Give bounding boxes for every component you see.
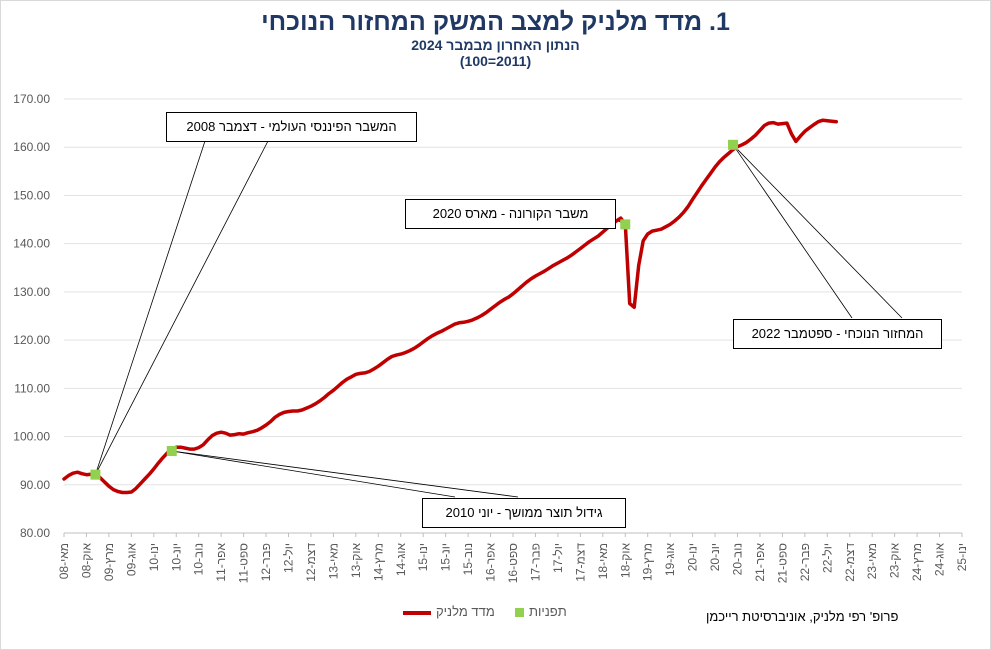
x-tick-label: אפר-16: [484, 543, 498, 582]
leader-line: [732, 144, 853, 319]
x-tick-label: מרץ-24: [910, 543, 924, 581]
chart-subtitle: הנתון האחרון מבמבר 2024: [411, 37, 580, 53]
y-tick-label: 100.00: [13, 430, 50, 444]
x-tick-label: מאי-13: [326, 543, 340, 579]
x-tick-label: אוג-24: [933, 543, 947, 577]
x-tick-label: ינו-20: [686, 543, 700, 571]
x-tick-label: מאי-18: [596, 543, 610, 579]
x-tick-label: יונ-15: [439, 543, 453, 571]
y-tick-label: 90.00: [20, 478, 50, 492]
annotation-growth: גידול תוצר ממושך - יוני 2010: [422, 498, 626, 528]
x-tick-label: אוק-23: [888, 543, 902, 579]
x-tick-label: מאי-23: [865, 543, 879, 579]
x-tick-label: ספט-16: [506, 543, 520, 583]
y-tick-label: 160.00: [13, 140, 50, 154]
chart-subtitle-base: (100=2011): [459, 53, 532, 69]
x-tick-label: אוק-18: [618, 543, 632, 579]
x-tick-label: יונ-20: [708, 543, 722, 571]
x-tick-label: ספט-11: [237, 543, 251, 583]
x-tick-label: ינו-15: [416, 543, 430, 571]
x-tick-label: פבר-17: [528, 543, 542, 581]
turning-point-marker: [90, 469, 101, 480]
x-tick-label: אוג-19: [663, 543, 677, 577]
x-tick-label: פבר-22: [798, 543, 812, 581]
author-credit: פרופ' רפי מלניק, אוניברסיטת רייכמן: [706, 609, 899, 624]
x-tick-label: אוק-08: [79, 543, 93, 579]
x-tick-label: מרץ-14: [371, 543, 385, 581]
x-tick-label: ספט-21: [775, 543, 789, 583]
turning-point-marker: [728, 139, 739, 150]
leader-line: [171, 450, 456, 498]
leader-line: [171, 450, 519, 498]
x-tick-label: ינו-25: [955, 543, 969, 571]
x-tick-label: נוב-20: [731, 543, 745, 575]
x-tick-label: יול-12: [282, 543, 296, 573]
x-tick-label: נוב-10: [192, 543, 206, 575]
legend-swatch-turning-points: [515, 608, 524, 617]
x-tick-label: מרץ-09: [102, 543, 116, 581]
y-tick-label: 130.00: [13, 285, 50, 299]
x-tick-label: מאי-08: [57, 543, 71, 579]
turning-point-marker: [620, 219, 631, 230]
annotation-current-cycle: המחזור הנוכחי - ספטמבר 2022: [733, 319, 942, 349]
leader-line: [732, 144, 903, 319]
y-tick-label: 110.00: [14, 381, 50, 395]
x-tick-label: אפר-21: [753, 543, 767, 582]
leader-line: [95, 140, 269, 475]
x-tick-label: יול-17: [551, 543, 565, 573]
y-tick-label: 120.00: [13, 333, 50, 347]
x-tick-label: דצמ-22: [843, 543, 857, 582]
chart-title: 1. מדד מלניק למצב המשק המחזור הנוכחי: [261, 8, 730, 36]
turning-point-marker: [166, 446, 177, 457]
x-tick-label: יול-22: [820, 543, 834, 573]
y-tick-label: 80.00: [20, 526, 50, 540]
x-tick-label: אפר-11: [214, 543, 228, 582]
y-tick-label: 170.00: [13, 92, 50, 106]
x-tick-label: אוק-13: [349, 543, 363, 579]
x-tick-label: דצמ-17: [573, 543, 587, 582]
x-tick-label: נוב-15: [461, 543, 475, 575]
y-tick-label: 140.00: [13, 237, 50, 251]
legend-swatch-index: [403, 611, 431, 615]
legend-label-turning-points: תפניות: [529, 604, 567, 619]
series-line-index: [62, 118, 839, 495]
x-tick-label: אוג-09: [124, 543, 138, 577]
x-tick-label: אוג-14: [394, 543, 408, 577]
annotation-corona: משבר הקורונה - מארס 2020: [405, 199, 616, 229]
x-tick-label: פבר-12: [259, 543, 273, 581]
x-tick-label: יונ-10: [169, 543, 183, 571]
legend-label-index: מדד מלניק: [436, 604, 495, 619]
annotation-financial-crisis: המשבר הפיננסי העולמי - דצמבר 2008: [166, 112, 417, 142]
x-tick-label: ינו-10: [147, 543, 161, 571]
leader-line: [95, 140, 206, 475]
y-tick-label: 150.00: [13, 188, 50, 202]
x-tick-label: דצמ-12: [304, 543, 318, 582]
x-tick-label: מרץ-19: [641, 543, 655, 581]
